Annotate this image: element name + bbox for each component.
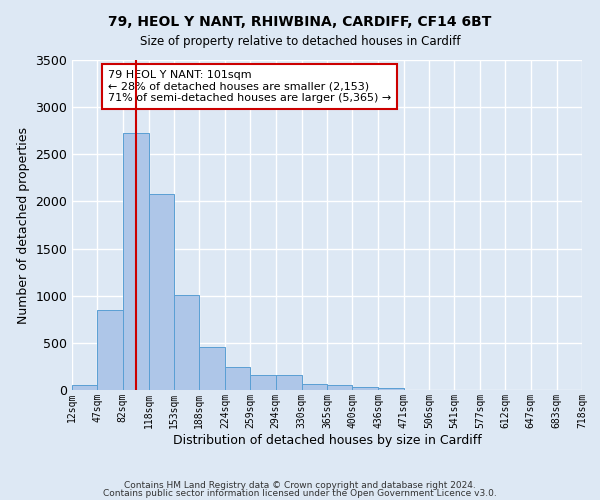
Text: Contains HM Land Registry data © Crown copyright and database right 2024.: Contains HM Land Registry data © Crown c… [124,480,476,490]
Bar [327,385,352,390]
Bar [352,386,378,390]
Bar [72,385,97,390]
Bar [225,367,250,390]
Bar [199,346,225,390]
Bar [122,132,149,390]
Text: Contains public sector information licensed under the Open Government Licence v3: Contains public sector information licen… [103,489,497,498]
Bar [276,376,302,390]
X-axis label: Distribution of detached houses by size in Cardiff: Distribution of detached houses by size … [173,434,481,446]
Bar [250,376,276,390]
Bar [174,295,199,390]
Text: Size of property relative to detached houses in Cardiff: Size of property relative to detached ho… [140,35,460,48]
Bar [149,194,174,390]
Bar [378,388,404,390]
Text: 79, HEOL Y NANT, RHIWBINA, CARDIFF, CF14 6BT: 79, HEOL Y NANT, RHIWBINA, CARDIFF, CF14… [109,15,491,29]
Bar [97,310,122,390]
Text: 79 HEOL Y NANT: 101sqm
← 28% of detached houses are smaller (2,153)
71% of semi-: 79 HEOL Y NANT: 101sqm ← 28% of detached… [108,70,391,103]
Y-axis label: Number of detached properties: Number of detached properties [17,126,30,324]
Bar [302,384,327,390]
